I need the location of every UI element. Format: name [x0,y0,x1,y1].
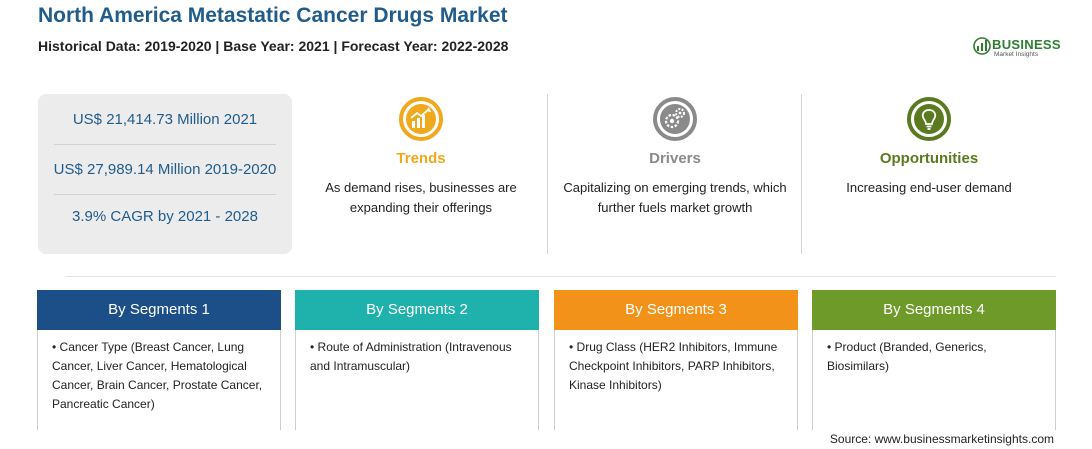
company-logo: BUSINESS Market Insights [972,34,1062,60]
segment-item: • Product (Branded, Generics, Biosimilar… [827,340,987,373]
feature-title-drivers: Drivers [649,150,701,167]
trend-chart-icon [399,97,443,141]
stat-market-size-historical: US$ 27,989.14 Million 2019-2020 [53,161,277,178]
logo-tagline: Market Insights [994,51,1039,58]
feature-title-trends: Trends [396,150,446,167]
segment-title-1: By Segments 1 [37,290,281,330]
page-subtitle: Historical Data: 2019-2020 | Base Year: … [38,38,509,54]
stat-market-size-2021: US$ 21,414.73 Million 2021 [72,111,258,128]
feature-opportunities: Opportunities Increasing end-user demand [802,94,1056,254]
segment-title-4: By Segments 4 [812,290,1056,330]
column-divider [801,94,802,254]
stat-divider [54,144,276,145]
feature-text-opportunities: Increasing end-user demand [846,180,1012,195]
market-stats-box: US$ 21,414.73 Million 2021 US$ 27,989.14… [38,94,292,254]
segment-body-3: • Drug Class (HER2 Inhibitors, Immune Ch… [554,330,798,430]
segment-card-3: By Segments 3 • Drug Class (HER2 Inhibit… [554,290,798,430]
segment-body-2: • Route of Administration (Intravenous a… [295,330,539,430]
lightbulb-icon [907,97,951,141]
segment-card-2: By Segments 2 • Route of Administration … [295,290,539,430]
stat-divider [54,194,276,195]
segment-item: • Route of Administration (Intravenous a… [310,340,512,373]
feature-title-opportunities: Opportunities [879,150,979,167]
source-note: Source: www.businessmarketinsights.com [829,432,1054,446]
segment-card-1: By Segments 1 • Cancer Type (Breast Canc… [37,290,281,430]
stat-cagr: 3.9% CAGR by 2021 - 2028 [72,208,258,225]
feature-text-drivers: Capitalizing on emerging trends, which f… [563,180,787,215]
logo-name: BUSINESS [992,37,1061,52]
section-divider [66,276,1056,277]
column-divider [547,94,548,254]
segment-body-1: • Cancer Type (Breast Cancer, Lung Cance… [37,330,281,430]
logo-mark-icon [973,37,991,55]
segment-title-3: By Segments 3 [554,290,798,330]
segment-item: • Drug Class (HER2 Inhibitors, Immune Ch… [569,340,778,392]
feature-trends: Trends As demand rises, businesses are e… [294,94,548,254]
segment-title-2: By Segments 2 [295,290,539,330]
feature-drivers: Drivers Capitalizing on emerging trends,… [548,94,802,254]
segment-item: • Cancer Type (Breast Cancer, Lung Cance… [52,340,263,411]
page-title: North America Metastatic Cancer Drugs Ma… [38,4,508,27]
segment-card-4: By Segments 4 • Product (Branded, Generi… [812,290,1056,430]
gears-icon [653,97,697,141]
segment-body-4: • Product (Branded, Generics, Biosimilar… [812,330,1056,430]
feature-text-trends: As demand rises, businesses are expandin… [325,180,517,215]
